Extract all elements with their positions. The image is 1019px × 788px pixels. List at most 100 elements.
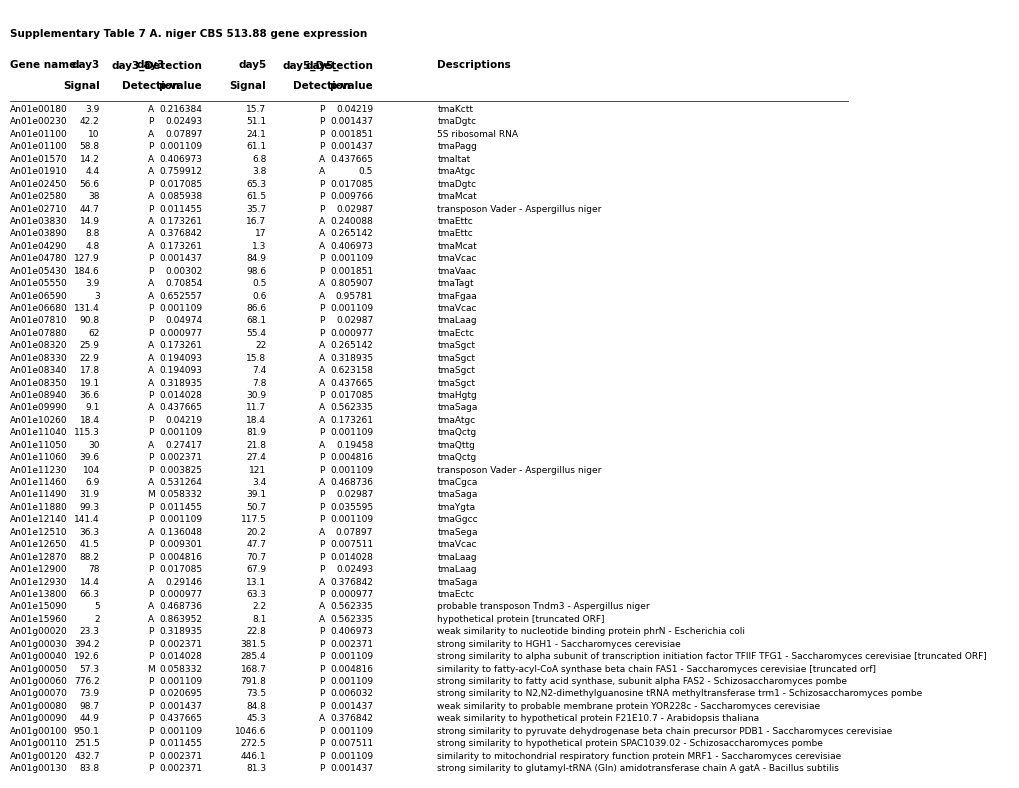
Text: P: P — [148, 416, 154, 425]
Text: P: P — [319, 105, 324, 114]
Text: An01e00230: An01e00230 — [10, 117, 67, 126]
Text: tmaGgcc: tmaGgcc — [437, 515, 478, 524]
Text: 0.001109: 0.001109 — [159, 515, 202, 524]
Text: Detection: Detection — [122, 80, 179, 91]
Text: tmaEctc: tmaEctc — [437, 329, 474, 338]
Text: 22: 22 — [255, 341, 266, 351]
Text: tmaLaag: tmaLaag — [437, 317, 477, 325]
Text: P: P — [148, 739, 154, 748]
Text: 0.318935: 0.318935 — [330, 354, 373, 362]
Text: 20.2: 20.2 — [247, 528, 266, 537]
Text: 0.95781: 0.95781 — [335, 292, 373, 300]
Text: 19.1: 19.1 — [79, 378, 100, 388]
Text: 5: 5 — [94, 602, 100, 611]
Text: 0.020695: 0.020695 — [159, 690, 202, 698]
Text: 0.437665: 0.437665 — [159, 714, 202, 723]
Text: 0.014028: 0.014028 — [159, 652, 202, 661]
Text: 66.3: 66.3 — [79, 590, 100, 599]
Text: 73.5: 73.5 — [246, 690, 266, 698]
Text: 35.7: 35.7 — [246, 205, 266, 214]
Text: 791.8: 791.8 — [240, 677, 266, 686]
Text: 0.003825: 0.003825 — [159, 466, 202, 474]
Text: 0.19458: 0.19458 — [335, 440, 373, 450]
Text: 30.9: 30.9 — [246, 391, 266, 400]
Text: P: P — [319, 541, 324, 549]
Text: tmaQctg: tmaQctg — [437, 453, 476, 463]
Text: An01e02710: An01e02710 — [10, 205, 67, 214]
Text: 0.437665: 0.437665 — [330, 154, 373, 164]
Text: P: P — [319, 752, 324, 760]
Text: 0.009301: 0.009301 — [159, 541, 202, 549]
Text: An01e07810: An01e07810 — [10, 317, 67, 325]
Text: An01e11880: An01e11880 — [10, 503, 67, 512]
Text: 0.017085: 0.017085 — [330, 391, 373, 400]
Text: 141.4: 141.4 — [74, 515, 100, 524]
Text: Supplementary Table 7 A. niger CBS 513.88 gene expression: Supplementary Table 7 A. niger CBS 513.8… — [10, 29, 367, 39]
Text: 70.7: 70.7 — [246, 552, 266, 562]
Text: 84.8: 84.8 — [247, 702, 266, 711]
Text: An01e06680: An01e06680 — [10, 304, 67, 313]
Text: An01e11490: An01e11490 — [10, 490, 67, 500]
Text: An01e05550: An01e05550 — [10, 279, 67, 288]
Text: P: P — [148, 727, 154, 736]
Text: 2.2: 2.2 — [252, 602, 266, 611]
Text: An01e12650: An01e12650 — [10, 541, 67, 549]
Text: 55.4: 55.4 — [247, 329, 266, 338]
Text: 0.194093: 0.194093 — [159, 354, 202, 362]
Text: 99.3: 99.3 — [79, 503, 100, 512]
Text: An01g00020: An01g00020 — [10, 627, 67, 636]
Text: 7.4: 7.4 — [252, 366, 266, 375]
Text: 0.085938: 0.085938 — [159, 192, 202, 201]
Text: An01e12930: An01e12930 — [10, 578, 67, 586]
Text: P: P — [148, 117, 154, 126]
Text: An01e03830: An01e03830 — [10, 217, 67, 226]
Text: 0.562335: 0.562335 — [330, 403, 373, 412]
Text: A: A — [148, 217, 154, 226]
Text: P: P — [319, 552, 324, 562]
Text: A: A — [319, 528, 325, 537]
Text: 0.007511: 0.007511 — [330, 739, 373, 748]
Text: An01e01100: An01e01100 — [10, 130, 67, 139]
Text: 8.8: 8.8 — [86, 229, 100, 239]
Text: tmaAtgc: tmaAtgc — [437, 167, 475, 177]
Text: weak similarity to hypothetical protein F21E10.7 - Arabidopsis thaliana: weak similarity to hypothetical protein … — [437, 714, 759, 723]
Text: An01e12140: An01e12140 — [10, 515, 67, 524]
Text: 0.001109: 0.001109 — [159, 727, 202, 736]
Text: An01g00090: An01g00090 — [10, 714, 67, 723]
Text: P: P — [148, 453, 154, 463]
Text: similarity to fatty-acyl-CoA synthase beta chain FAS1 - Saccharomyces cerevisiae: similarity to fatty-acyl-CoA synthase be… — [437, 664, 875, 674]
Text: 0.173261: 0.173261 — [159, 242, 202, 251]
Text: 3.9: 3.9 — [86, 279, 100, 288]
Text: 11.7: 11.7 — [246, 403, 266, 412]
Text: 0.623158: 0.623158 — [330, 366, 373, 375]
Text: P: P — [148, 690, 154, 698]
Text: 0.04974: 0.04974 — [165, 317, 202, 325]
Text: A: A — [319, 416, 325, 425]
Text: 0.001109: 0.001109 — [330, 652, 373, 661]
Text: P: P — [148, 255, 154, 263]
Text: 98.6: 98.6 — [246, 266, 266, 276]
Text: 98.7: 98.7 — [79, 702, 100, 711]
Text: 0.240088: 0.240088 — [330, 217, 373, 226]
Text: 81.3: 81.3 — [246, 764, 266, 773]
Text: A: A — [319, 167, 325, 177]
Text: 3.8: 3.8 — [252, 167, 266, 177]
Text: 0.759912: 0.759912 — [159, 167, 202, 177]
Text: P: P — [148, 466, 154, 474]
Text: tmaMcat: tmaMcat — [437, 242, 477, 251]
Text: An01g00100: An01g00100 — [10, 727, 67, 736]
Text: 14.2: 14.2 — [79, 154, 100, 164]
Text: 0.02987: 0.02987 — [335, 317, 373, 325]
Text: 36.6: 36.6 — [79, 391, 100, 400]
Text: 17: 17 — [255, 229, 266, 239]
Text: tmaCgca: tmaCgca — [437, 478, 477, 487]
Text: An01e13800: An01e13800 — [10, 590, 67, 599]
Text: 0.5: 0.5 — [252, 279, 266, 288]
Text: A: A — [148, 130, 154, 139]
Text: 0.011455: 0.011455 — [159, 503, 202, 512]
Text: 0.5: 0.5 — [359, 167, 373, 177]
Text: 14.4: 14.4 — [79, 578, 100, 586]
Text: 117.5: 117.5 — [240, 515, 266, 524]
Text: 0.001851: 0.001851 — [330, 130, 373, 139]
Text: strong similarity to fatty acid synthase, subunit alpha FAS2 - Schizosaccharomyc: strong similarity to fatty acid synthase… — [437, 677, 847, 686]
